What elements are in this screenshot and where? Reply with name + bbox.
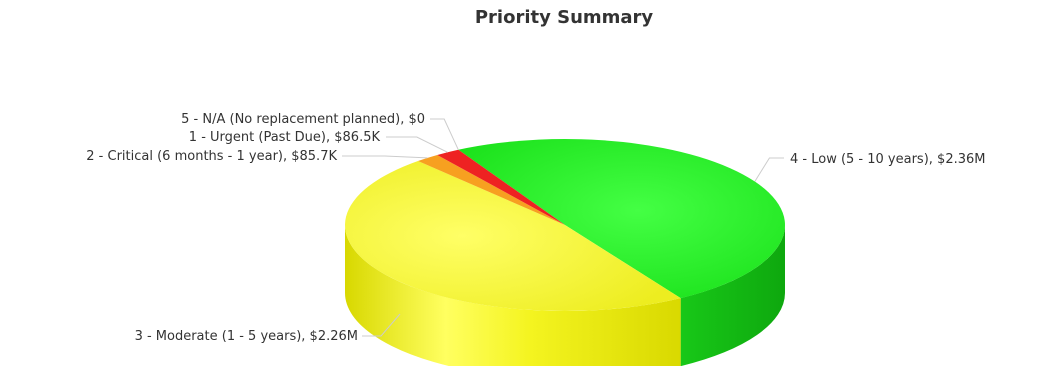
pie-slice-4-low-5-10-years[interactable]	[458, 138, 785, 299]
pie-slice-1-urgent-past-due[interactable]	[437, 149, 565, 225]
connector-3-moderate-1-5-years	[362, 313, 401, 337]
connector-1-urgent-past-due	[386, 136, 448, 153]
connector-4-low-5-10-years	[754, 157, 784, 182]
pie-side-4-low-5-10-years[interactable]	[680, 225, 785, 366]
connector-5-n-a-no-replacement-planned	[430, 118, 459, 150]
pie-slice-2-critical-6-months-1-year[interactable]	[417, 154, 565, 225]
pie-side-3-moderate-1-5-years[interactable]	[345, 225, 681, 366]
data-label-3-moderate-1-5-years: 3 - Moderate (1 - 5 years), $2.26M	[135, 329, 358, 344]
chart-title: Priority Summary	[475, 7, 654, 28]
data-label-2-critical-6-months-1-year: 2 - Critical (6 months - 1 year), $85.7K	[86, 149, 337, 164]
data-label-1-urgent-past-due: 1 - Urgent (Past Due), $86.5K	[189, 130, 381, 145]
data-label-5-n-a-no-replacement-planned: 5 - N/A (No replacement planned), $0	[181, 112, 425, 127]
connector-2-critical-6-months-1-year	[342, 155, 428, 159]
pie-slice-3-moderate-1-5-years[interactable]	[345, 161, 681, 311]
data-label-4-low-5-10-years: 4 - Low (5 - 10 years), $2.36M	[790, 152, 985, 167]
